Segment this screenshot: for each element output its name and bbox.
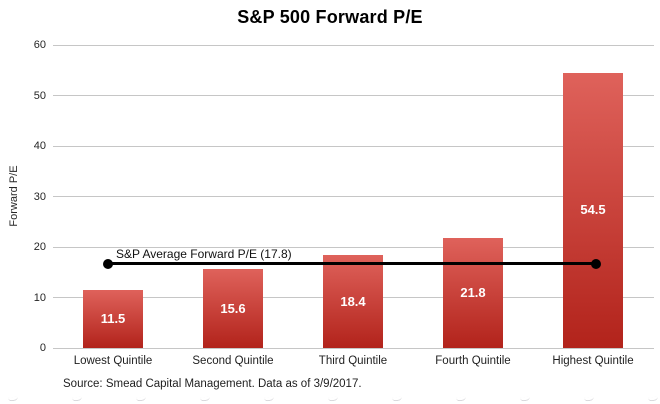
edge-artifact-mark (455, 396, 467, 402)
bar-value-label: 18.4 (340, 293, 366, 309)
bar-fourth-quintile: 21.8 (443, 237, 503, 348)
bar-value-label: 54.5 (580, 202, 606, 218)
edge-artifact-mark (263, 396, 275, 402)
x-tick-label-highest-quintile: Highest Quintile (552, 355, 634, 367)
y-tick-label-50: 50 (33, 89, 46, 102)
bar-highest-quintile: 54.5 (563, 72, 623, 348)
x-tick-label-fourth-quintile: Fourth Quintile (435, 355, 511, 367)
bar-value-label: 21.8 (460, 284, 486, 300)
bar-value-label: 11.5 (100, 310, 126, 326)
gridline-60 (53, 44, 654, 46)
x-tick-label-lowest-quintile: Lowest Quintile (73, 355, 153, 367)
source-note: Source: Smead Capital Management. Data a… (63, 378, 362, 390)
x-tick-label-second-quintile: Second Quintile (192, 355, 274, 367)
average-line-label: S&P Average Forward P/E (17.8) (116, 247, 292, 261)
gridline-20 (53, 246, 654, 248)
y-tick-label-20: 20 (33, 241, 46, 253)
y-tick-label-10: 10 (33, 291, 46, 304)
y-tick-label-60: 60 (33, 39, 46, 51)
gridline-30 (53, 196, 654, 197)
y-tick-label-30: 30 (33, 190, 46, 203)
y-tick-label-0: 0 (39, 342, 46, 354)
average-line (108, 262, 596, 266)
edge-artifact-mark (583, 396, 595, 402)
bar-second-quintile: 15.6 (203, 269, 263, 348)
edge-artifact-mark (199, 396, 211, 402)
average-line-right-marker (591, 258, 601, 269)
bar-value-label: 15.6 (220, 300, 246, 316)
gridline-50 (53, 95, 654, 96)
edge-artifact-mark (135, 396, 147, 402)
edge-artifact-mark (519, 396, 531, 402)
edge-artifact-mark (647, 396, 659, 402)
edge-artifact-mark (327, 396, 339, 402)
edge-artifact-mark (391, 396, 403, 402)
chart-title: S&P 500 Forward P/E (237, 7, 423, 27)
y-tick-label-40: 40 (33, 140, 46, 152)
average-line-left-marker (103, 258, 113, 269)
x-tick-label-third-quintile: Third Quintile (318, 355, 388, 367)
bar-third-quintile: 18.4 (323, 255, 383, 348)
edge-artifact-mark (71, 396, 83, 402)
gridline-0 (53, 347, 654, 349)
edge-artifact-mark (7, 396, 19, 402)
bar-lowest-quintile: 11.5 (83, 289, 143, 348)
gridline-40 (53, 145, 654, 147)
